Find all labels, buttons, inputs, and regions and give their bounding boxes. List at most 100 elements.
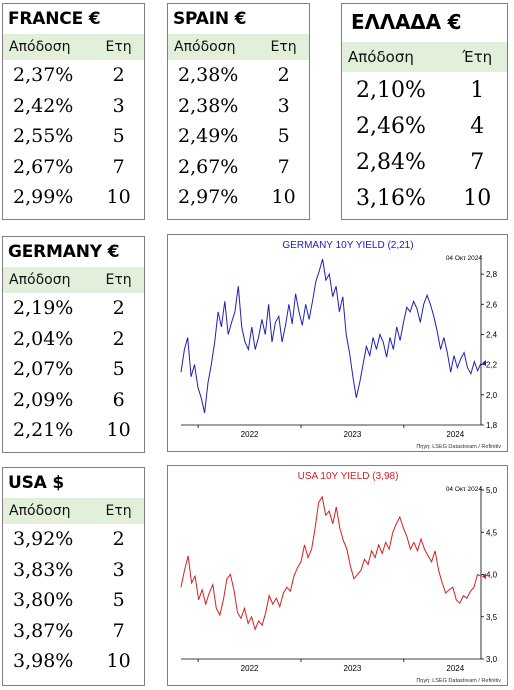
yield-column-header: Απόδοση — [174, 39, 236, 55]
years-column-header: Ετη — [105, 39, 132, 55]
y-tick-label: 1,8 — [486, 421, 498, 430]
y-tick-label: 4,0 — [486, 571, 498, 580]
spain-header: Απόδοση Ετη — [168, 34, 309, 60]
yield-value: 2,19% — [13, 297, 74, 320]
x-tick-label: 2022 — [241, 664, 259, 673]
germany-title: GERMANY € — [8, 242, 120, 262]
y-tick-label: 2,2 — [486, 361, 498, 370]
chart-title: GERMANY 10Y YIELD (2,21) — [282, 240, 413, 251]
yield-value: 3,80% — [13, 589, 74, 612]
source-note: Πηγή: LSEG Datastream / Refinitiv — [416, 677, 501, 684]
spain-rows: 2,38% 2 2,38% 3 2,49% 5 2,67% 7 2,97% 10 — [168, 60, 309, 213]
yield-value: 2,49% — [178, 125, 239, 148]
years-value: 2 — [112, 64, 125, 87]
yield-value: 3,98% — [13, 650, 74, 673]
y-tick-label: 4,5 — [486, 528, 498, 537]
germany-header: Απόδοση Ετη — [3, 267, 144, 293]
spain-title: SPAIN € — [173, 9, 247, 29]
usa-title: USA $ — [8, 473, 64, 493]
table-row: 2,04% 2 — [3, 324, 144, 355]
spain-yield-table: SPAIN € Απόδοση Ετη 2,38% 2 2,38% 3 2,49% 5 2,… — [167, 3, 310, 220]
table-row: 3,83% 3 — [3, 555, 144, 586]
usa-yield-table: USA $ Απόδοση Ετη 3,92% 2 3,83% 3 3,80% 5 3,87… — [2, 467, 145, 686]
x-tick-label: 2022 — [241, 430, 259, 439]
years-value: 2 — [112, 297, 125, 320]
years-value: 2 — [112, 327, 125, 350]
yield-value: 2,97% — [178, 186, 239, 209]
table-row: 2,09% 6 — [3, 385, 144, 416]
series-line — [180, 258, 482, 414]
years-value: 7 — [112, 619, 125, 642]
france-rows: 2,37% 2 2,42% 3 2,55% 5 2,67% 7 2,99% 10 — [3, 60, 144, 213]
table-row: 2,99% 10 — [3, 182, 144, 213]
table-row: 2,97% 10 — [168, 182, 309, 213]
last-value-marker — [482, 360, 486, 367]
years-value: 7 — [470, 149, 485, 175]
yield-value: 2,37% — [13, 64, 74, 87]
table-row: 2,37% 2 — [3, 60, 144, 91]
years-value: 5 — [277, 125, 290, 148]
france-title: FRANCE € — [8, 9, 101, 29]
usa-yield-chart: USA 10Y YIELD (3,98) 04 Οκτ 2024 5,0 4,5 4,0… — [167, 465, 508, 686]
y-tick-label: 3,5 — [486, 613, 498, 622]
yield-value: 2,10% — [356, 77, 426, 103]
greece-rows: 2,10% 1 2,46% 4 2,84% 7 3,16% 10 — [342, 72, 507, 216]
table-row: 2,07% 5 — [3, 354, 144, 385]
y-tick-label: 2,8 — [486, 270, 498, 279]
germany-yield-table: GERMANY € Απόδοση Ετη 2,19% 2 2,04% 2 2,07% 5… — [2, 236, 145, 453]
yield-value: 2,04% — [13, 327, 74, 350]
germany-rows: 2,19% 2 2,04% 2 2,07% 5 2,09% 6 2,21% 10 — [3, 293, 144, 446]
germany-chart-svg: GERMANY 10Y YIELD (2,21) 04 Οκτ 2024 2,8 2,… — [180, 240, 501, 450]
table-row: 2,67% 7 — [3, 152, 144, 183]
y-tick-label: 3,0 — [486, 655, 498, 664]
source-note: Πηγή: LSEG Datastream / Refinitiv — [416, 443, 501, 450]
table-row: 2,55% 5 — [3, 121, 144, 152]
yield-value: 2,09% — [13, 388, 74, 411]
years-value: 10 — [106, 419, 131, 442]
table-row: 2,38% 2 — [168, 60, 309, 91]
y-tick-label: 2,0 — [486, 391, 498, 400]
yield-value: 2,55% — [13, 125, 74, 148]
yield-column-header: Απόδοση — [9, 503, 71, 519]
greece-yield-table: ΕΛΛΑΔΑ € Απόδοση Έτη 2,10% 1 2,46% 4 2,84% 7 3… — [341, 3, 508, 220]
years-value: 5 — [112, 589, 125, 612]
chart-date-label: 04 Οκτ 2024 — [446, 486, 483, 493]
years-value: 10 — [463, 185, 492, 211]
yield-column-header: Απόδοση — [9, 39, 71, 55]
years-column-header: Ετη — [105, 272, 132, 288]
table-row: 3,87% 7 — [3, 616, 144, 647]
yield-value: 3,92% — [13, 528, 74, 551]
france-header: Απόδοση Ετη — [3, 34, 144, 60]
y-tick-label: 5,0 — [486, 486, 498, 495]
table-row: 2,67% 7 — [168, 152, 309, 183]
table-row: 2,19% 2 — [3, 293, 144, 324]
table-row: 2,21% 10 — [3, 415, 144, 446]
table-row: 3,16% 10 — [342, 180, 507, 216]
series-line — [180, 495, 482, 631]
years-value: 2 — [277, 64, 290, 87]
years-value: 6 — [112, 388, 125, 411]
last-value-marker — [482, 573, 486, 580]
yield-value: 2,84% — [356, 149, 426, 175]
years-value: 4 — [470, 113, 485, 139]
yield-value: 2,67% — [178, 155, 239, 178]
y-tick-label: 2,4 — [486, 330, 498, 339]
table-row: 2,46% 4 — [342, 108, 507, 144]
years-column-header: Ετη — [105, 503, 132, 519]
chart-title: USA 10Y YIELD (3,98) — [298, 471, 399, 482]
x-tick-label: 2023 — [344, 664, 362, 673]
table-row: 2,49% 5 — [168, 121, 309, 152]
france-yield-table: FRANCE € Απόδοση Ετη 2,37% 2 2,42% 3 2,55% 5 2… — [2, 3, 145, 220]
usa-rows: 3,92% 2 3,83% 3 3,80% 5 3,87% 7 3,98% 10 — [3, 524, 144, 677]
years-value: 1 — [470, 77, 485, 103]
years-value: 5 — [112, 358, 125, 381]
yield-value: 3,16% — [356, 185, 426, 211]
years-value: 10 — [106, 650, 131, 673]
yield-value: 3,87% — [13, 619, 74, 642]
years-value: 10 — [106, 186, 131, 209]
greece-header: Απόδοση Έτη — [342, 42, 507, 72]
yield-value: 2,21% — [13, 419, 74, 442]
y-tick-label: 2,6 — [486, 300, 498, 309]
years-value: 7 — [112, 155, 125, 178]
yield-value: 3,83% — [13, 558, 74, 581]
